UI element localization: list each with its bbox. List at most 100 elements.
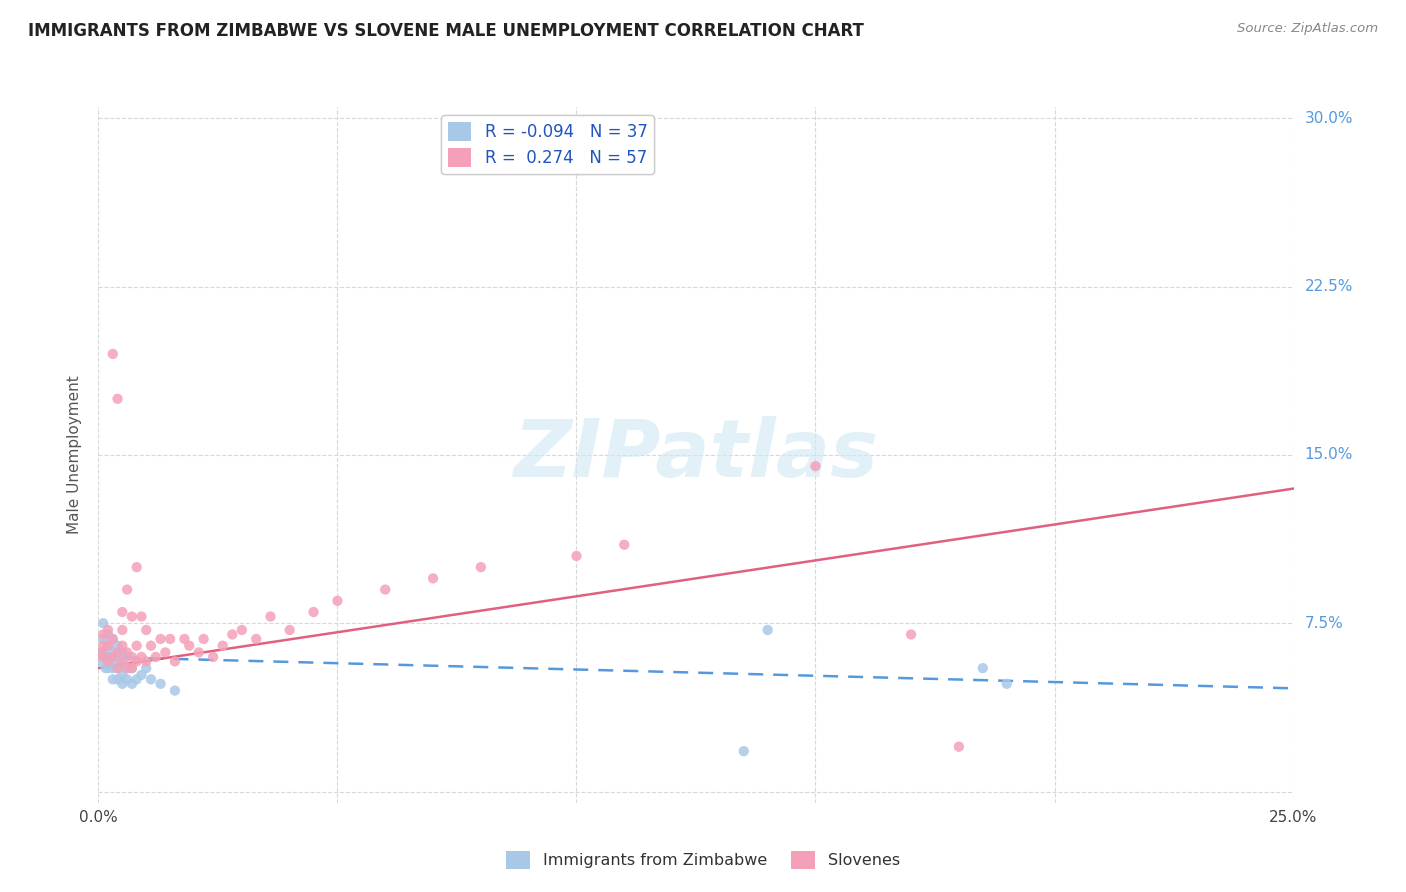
Point: [97, 649, 120, 664]
Point: [115, 645, 138, 659]
Point: [111, 645, 134, 659]
Point: [107, 673, 129, 687]
Point: [135, 661, 157, 675]
Point: [163, 654, 186, 668]
Point: [121, 649, 143, 664]
Text: Source: ZipAtlas.com: Source: ZipAtlas.com: [1237, 22, 1378, 36]
Point: [135, 654, 157, 668]
Point: [101, 654, 124, 668]
Point: [101, 661, 124, 675]
Point: [97, 623, 120, 637]
Point: [121, 609, 143, 624]
Point: [211, 639, 233, 653]
Point: [948, 739, 970, 754]
Text: ZIPatlas: ZIPatlas: [513, 416, 879, 494]
Point: [135, 623, 157, 637]
Point: [94, 661, 117, 675]
Point: [101, 673, 124, 687]
Point: [91, 632, 114, 646]
Point: [91, 616, 114, 631]
Point: [245, 632, 267, 646]
Point: [115, 582, 138, 597]
Point: [115, 661, 138, 675]
Point: [111, 654, 134, 668]
Point: [149, 677, 172, 691]
Point: [131, 609, 153, 624]
Point: [101, 645, 124, 659]
Point: [470, 560, 492, 574]
Text: 15.0%: 15.0%: [1305, 448, 1353, 462]
Point: [90, 645, 112, 659]
Point: [121, 677, 143, 691]
Point: [125, 560, 148, 574]
Point: [139, 639, 162, 653]
Point: [202, 649, 225, 664]
Legend: R = -0.094   N = 37, R =  0.274   N = 57: R = -0.094 N = 37, R = 0.274 N = 57: [441, 115, 654, 174]
Point: [125, 639, 148, 653]
Point: [125, 673, 148, 687]
Point: [149, 632, 172, 646]
Legend: Immigrants from Zimbabwe, Slovenes: Immigrants from Zimbabwe, Slovenes: [499, 845, 907, 875]
Point: [302, 605, 325, 619]
Point: [91, 639, 114, 653]
Point: [111, 623, 134, 637]
Point: [97, 627, 120, 641]
Point: [422, 571, 444, 585]
Point: [101, 347, 124, 361]
Point: [115, 649, 138, 664]
Point: [804, 459, 827, 474]
Point: [374, 582, 396, 597]
Point: [193, 632, 215, 646]
Point: [107, 639, 129, 653]
Point: [756, 623, 779, 637]
Point: [155, 645, 177, 659]
Point: [995, 677, 1018, 691]
Point: [159, 632, 181, 646]
Point: [121, 661, 143, 675]
Point: [107, 645, 129, 659]
Point: [111, 605, 134, 619]
Point: [101, 632, 124, 646]
Point: [111, 668, 134, 682]
Point: [131, 649, 153, 664]
Point: [101, 649, 124, 664]
Point: [173, 632, 195, 646]
Point: [111, 677, 134, 691]
Point: [107, 661, 129, 675]
Point: [613, 538, 636, 552]
Point: [107, 392, 129, 406]
Point: [326, 594, 349, 608]
Point: [187, 645, 209, 659]
Point: [278, 623, 301, 637]
Text: 22.5%: 22.5%: [1305, 279, 1353, 294]
Point: [121, 661, 143, 675]
Point: [231, 623, 253, 637]
Y-axis label: Male Unemployment: Male Unemployment: [67, 376, 83, 534]
Point: [131, 668, 153, 682]
Point: [91, 627, 114, 641]
Text: 7.5%: 7.5%: [1305, 615, 1343, 631]
Point: [90, 654, 112, 668]
Point: [565, 549, 588, 563]
Point: [733, 744, 755, 758]
Point: [107, 661, 129, 675]
Point: [125, 654, 148, 668]
Point: [111, 639, 134, 653]
Point: [900, 627, 922, 641]
Point: [97, 654, 120, 668]
Point: [107, 649, 129, 664]
Point: [115, 661, 138, 675]
Point: [221, 627, 243, 641]
Point: [97, 661, 120, 675]
Point: [101, 632, 124, 646]
Point: [97, 639, 120, 653]
Text: 30.0%: 30.0%: [1305, 111, 1353, 126]
Point: [163, 683, 186, 698]
Point: [259, 609, 281, 624]
Point: [139, 673, 162, 687]
Text: IMMIGRANTS FROM ZIMBABWE VS SLOVENE MALE UNEMPLOYMENT CORRELATION CHART: IMMIGRANTS FROM ZIMBABWE VS SLOVENE MALE…: [28, 22, 865, 40]
Point: [111, 654, 134, 668]
Point: [115, 673, 138, 687]
Point: [97, 639, 120, 653]
Point: [91, 645, 114, 659]
